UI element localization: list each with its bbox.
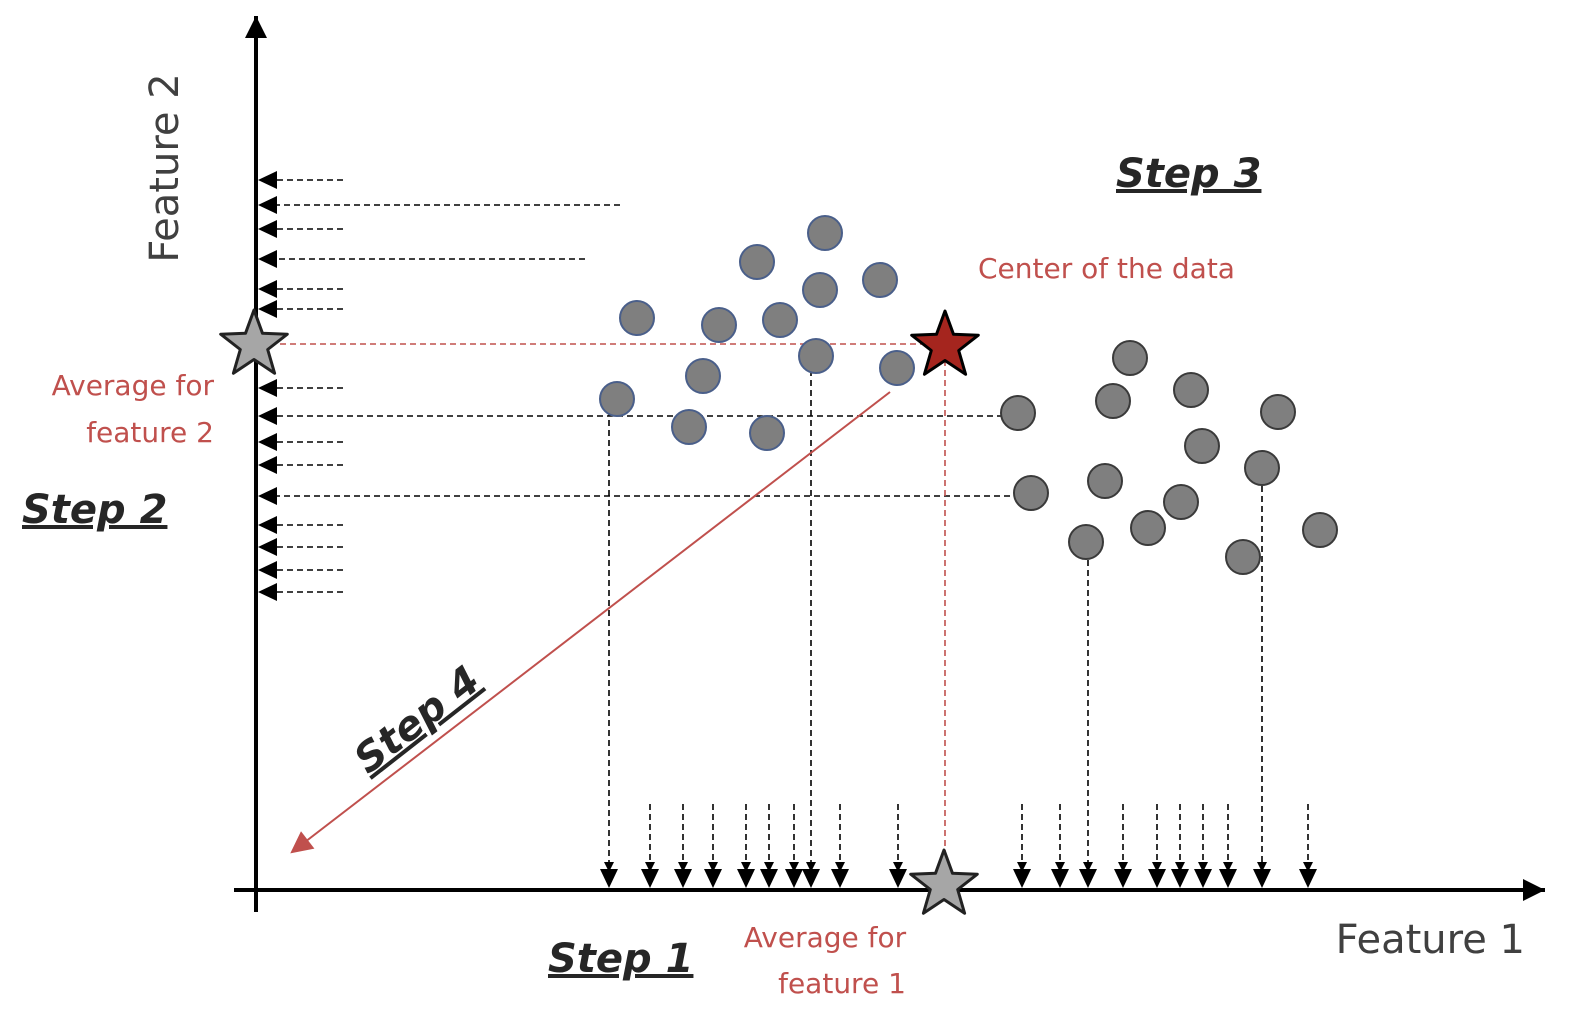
average-feature-1-label-line2: feature 1	[778, 967, 906, 1000]
data-point	[798, 338, 834, 374]
data-point	[1112, 340, 1148, 376]
data-point	[1068, 524, 1104, 560]
data-point	[619, 300, 655, 336]
projection-arrowhead	[258, 561, 277, 579]
projection-arrowhead	[1148, 869, 1166, 888]
data-point	[1225, 539, 1261, 575]
data-point	[1302, 512, 1338, 548]
shift-to-origin-arrow	[290, 391, 891, 854]
data-point	[1184, 428, 1220, 464]
center-of-data-label: Center of the data	[978, 252, 1235, 285]
average-feature-2-star-icon	[219, 308, 289, 375]
data-point	[1173, 372, 1209, 408]
data-point	[701, 307, 737, 343]
projection-arrowhead	[258, 379, 277, 397]
projection-arrowhead	[258, 171, 277, 189]
projection-arrowhead	[600, 869, 618, 888]
data-point	[807, 215, 843, 251]
x-axis-label: Feature 1	[1336, 917, 1525, 963]
projection-arrowhead	[1219, 869, 1237, 888]
projection-arrowhead	[1299, 869, 1317, 888]
projection-arrowhead	[258, 583, 277, 601]
cluster-upper-left	[599, 215, 915, 451]
projection-arrowhead	[704, 869, 722, 888]
step-1-label: Step 1	[548, 936, 693, 982]
projection-arrowhead	[258, 280, 277, 298]
projection-arrowhead	[258, 250, 277, 268]
average-feature-1-star-icon	[909, 848, 979, 915]
projection-arrowhead	[641, 869, 659, 888]
projection-arrowhead	[737, 869, 755, 888]
data-point	[802, 272, 838, 308]
cluster-lower-right	[1000, 340, 1338, 575]
average-feature-1-label-line1: Average for	[744, 921, 907, 954]
data-point	[671, 409, 707, 445]
projection-arrowhead	[760, 869, 778, 888]
projection-arrowhead	[258, 196, 277, 214]
projection-arrowhead	[831, 869, 849, 888]
data-point	[749, 415, 785, 451]
data-point	[1000, 395, 1036, 431]
data-point	[1087, 463, 1123, 499]
projection-arrowhead	[785, 869, 803, 888]
data-point	[1260, 394, 1296, 430]
projection-arrowhead	[258, 538, 277, 556]
projection-arrowhead	[258, 487, 277, 505]
data-point	[685, 358, 721, 394]
projection-arrowhead	[258, 456, 277, 474]
projection-arrowhead	[1194, 869, 1212, 888]
average-feature-2-label-line1: Average for	[52, 369, 215, 402]
step-4-label: Step 4	[346, 657, 489, 783]
data-point	[762, 302, 798, 338]
data-point	[1013, 475, 1049, 511]
data-point	[1095, 383, 1131, 419]
data-point	[862, 262, 898, 298]
projection-arrowhead	[1114, 869, 1132, 888]
data-point	[599, 381, 635, 417]
data-point	[1163, 484, 1199, 520]
projection-arrowhead	[1079, 869, 1097, 888]
projection-arrowhead	[1051, 869, 1069, 888]
feature-2-projections	[258, 171, 1010, 601]
projection-arrowhead	[258, 407, 277, 425]
step-3-label: Step 3	[1116, 151, 1261, 197]
projection-arrowhead	[889, 869, 907, 888]
step-2-label: Step 2	[22, 487, 167, 533]
data-point	[1130, 510, 1166, 546]
projection-arrowhead	[258, 433, 277, 451]
data-point	[739, 244, 775, 280]
center-star-icon	[910, 309, 980, 376]
projection-arrowhead	[258, 220, 277, 238]
average-feature-2-label-line2: feature 2	[86, 416, 214, 449]
projection-arrowhead	[258, 516, 277, 534]
feature-1-projections	[600, 370, 1317, 888]
projection-arrowhead	[1253, 869, 1271, 888]
data-point	[1244, 450, 1280, 486]
projection-arrowhead	[1171, 869, 1189, 888]
projection-arrowhead	[674, 869, 692, 888]
data-point	[879, 350, 915, 386]
y-axis-label: Feature 2	[142, 73, 188, 262]
projection-arrowhead	[258, 300, 277, 318]
projection-arrowhead	[1013, 869, 1031, 888]
projection-arrowhead	[802, 869, 820, 888]
